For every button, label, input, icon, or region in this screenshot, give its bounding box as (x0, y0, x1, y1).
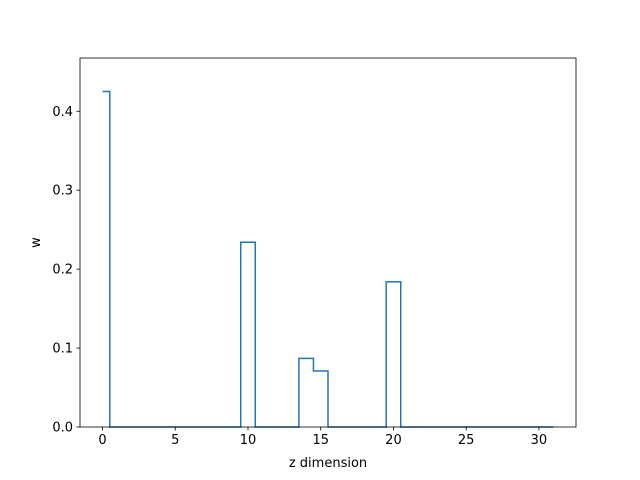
x-tick-label: 20 (385, 433, 402, 448)
y-tick-label: 0.1 (52, 342, 73, 357)
x-tick-label: 30 (531, 433, 548, 448)
x-axis-label: z dimension (289, 456, 367, 471)
axes-frame (79, 57, 577, 428)
y-tick-label: 0.0 (52, 421, 73, 436)
x-tick-label: 10 (240, 433, 257, 448)
y-tick-label: 0.3 (52, 184, 73, 199)
y-tick-label: 0.4 (52, 105, 73, 120)
x-tick-label: 5 (171, 433, 179, 448)
x-tick-label: 0 (98, 433, 106, 448)
x-axis-ticks: 0 5 10 15 20 25 30 (98, 427, 547, 448)
x-tick-label: 25 (458, 433, 475, 448)
y-tick-label: 0.2 (52, 263, 73, 278)
y-axis-ticks: 0.0 0.1 0.2 0.3 0.4 (52, 105, 80, 436)
y-axis-label: w (29, 237, 44, 248)
x-tick-label: 15 (312, 433, 329, 448)
